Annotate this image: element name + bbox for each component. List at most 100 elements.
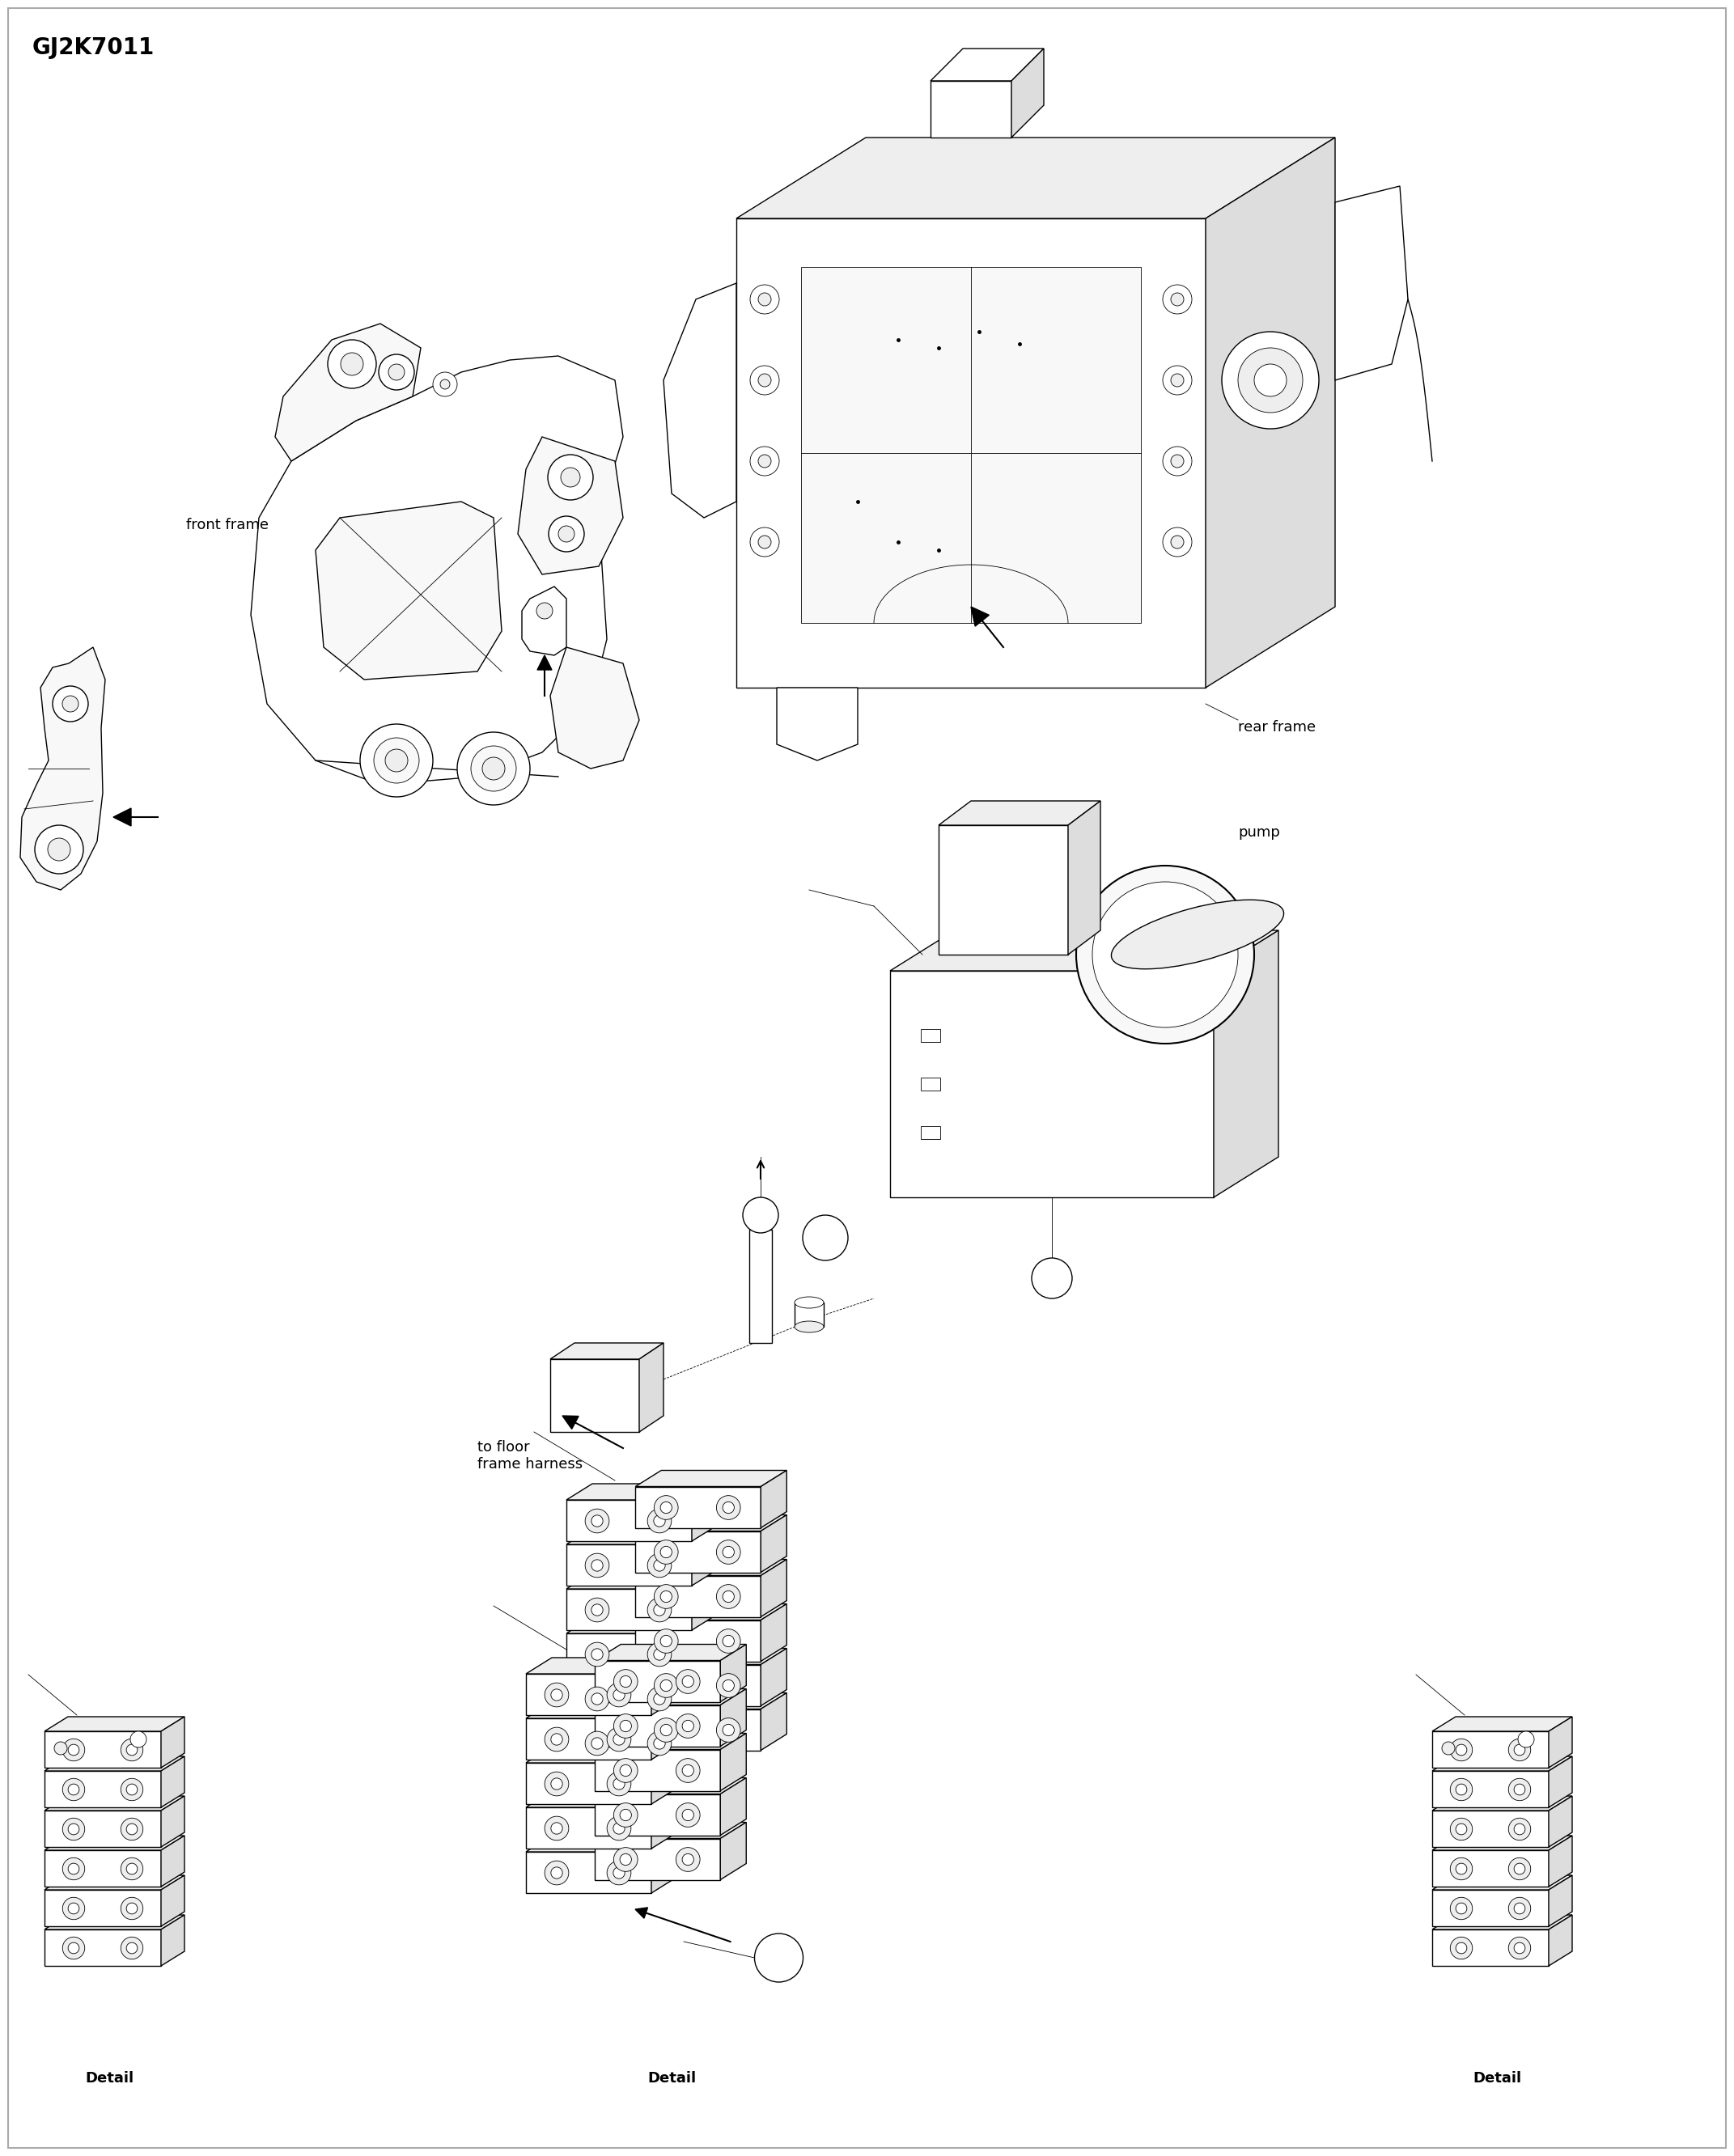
Polygon shape [720,1688,746,1746]
Circle shape [68,1824,80,1835]
Circle shape [482,757,505,780]
Polygon shape [161,1716,184,1768]
Polygon shape [720,1645,746,1701]
Circle shape [121,1897,142,1919]
Circle shape [591,1604,603,1615]
Polygon shape [525,1764,652,1805]
Polygon shape [525,1673,652,1714]
Circle shape [654,1516,666,1526]
Circle shape [681,1854,694,1865]
Circle shape [62,1738,85,1761]
Circle shape [1254,364,1287,397]
Polygon shape [1214,931,1278,1197]
Circle shape [536,604,553,619]
Circle shape [723,1546,733,1559]
Circle shape [1457,1744,1467,1755]
Text: GJ2K7011: GJ2K7011 [33,37,154,58]
Polygon shape [761,1692,787,1751]
Circle shape [1092,882,1238,1028]
Circle shape [68,1744,80,1755]
Polygon shape [971,606,988,625]
Circle shape [647,1686,671,1712]
Polygon shape [45,1930,161,1966]
Circle shape [614,1822,624,1835]
Polygon shape [1548,1876,1573,1925]
Polygon shape [720,1822,746,1880]
Polygon shape [635,1664,761,1705]
Circle shape [803,1216,848,1261]
Polygon shape [567,1677,692,1718]
Circle shape [584,1686,609,1712]
Circle shape [676,1669,701,1692]
Polygon shape [525,1835,678,1852]
Circle shape [68,1783,80,1796]
Circle shape [591,1692,603,1705]
Circle shape [121,1936,142,1960]
Polygon shape [1432,1876,1573,1891]
Polygon shape [635,1470,787,1485]
Circle shape [62,1936,85,1960]
Circle shape [591,1516,603,1526]
Ellipse shape [794,1322,824,1332]
Polygon shape [749,1229,772,1343]
Polygon shape [316,502,501,679]
Circle shape [1514,1904,1526,1915]
Circle shape [1457,1824,1467,1835]
Polygon shape [890,931,1278,970]
Polygon shape [1432,1850,1548,1886]
Circle shape [49,839,71,860]
Polygon shape [652,1746,678,1805]
Circle shape [591,1559,603,1572]
Polygon shape [692,1705,718,1764]
Circle shape [723,1634,733,1647]
Polygon shape [595,1705,720,1746]
Polygon shape [45,1915,184,1930]
Polygon shape [761,1604,787,1662]
Circle shape [385,748,407,772]
Circle shape [127,1824,137,1835]
Circle shape [716,1585,740,1608]
Polygon shape [45,1850,161,1886]
Circle shape [681,1809,694,1822]
Circle shape [378,354,414,390]
Circle shape [121,1858,142,1880]
Circle shape [440,379,449,388]
Circle shape [654,1738,666,1749]
Polygon shape [938,800,1101,826]
Circle shape [127,1904,137,1915]
Polygon shape [635,1692,787,1710]
Circle shape [1457,1904,1467,1915]
Circle shape [607,1815,631,1841]
Polygon shape [161,1796,184,1848]
Circle shape [654,1496,678,1520]
Polygon shape [801,267,1141,623]
Circle shape [758,455,772,468]
Circle shape [591,1738,603,1749]
Circle shape [1450,1779,1472,1800]
Circle shape [619,1766,631,1777]
Circle shape [130,1731,146,1749]
Circle shape [654,1718,678,1742]
Bar [921,1028,940,1041]
Circle shape [127,1783,137,1796]
Circle shape [1457,1943,1467,1953]
Circle shape [676,1714,701,1738]
Circle shape [68,1863,80,1874]
Polygon shape [567,1572,718,1589]
Circle shape [328,341,376,388]
Circle shape [647,1643,671,1667]
Polygon shape [525,1792,678,1807]
Circle shape [591,1649,603,1660]
Polygon shape [518,438,623,573]
Polygon shape [720,1733,746,1792]
Polygon shape [794,1302,824,1326]
Polygon shape [550,1358,640,1432]
Polygon shape [635,1649,787,1664]
Polygon shape [1432,1811,1548,1848]
Polygon shape [45,1716,184,1731]
Circle shape [1509,1936,1531,1960]
Polygon shape [525,1658,678,1673]
Polygon shape [635,1576,761,1617]
Circle shape [723,1680,733,1690]
Polygon shape [640,1343,664,1432]
